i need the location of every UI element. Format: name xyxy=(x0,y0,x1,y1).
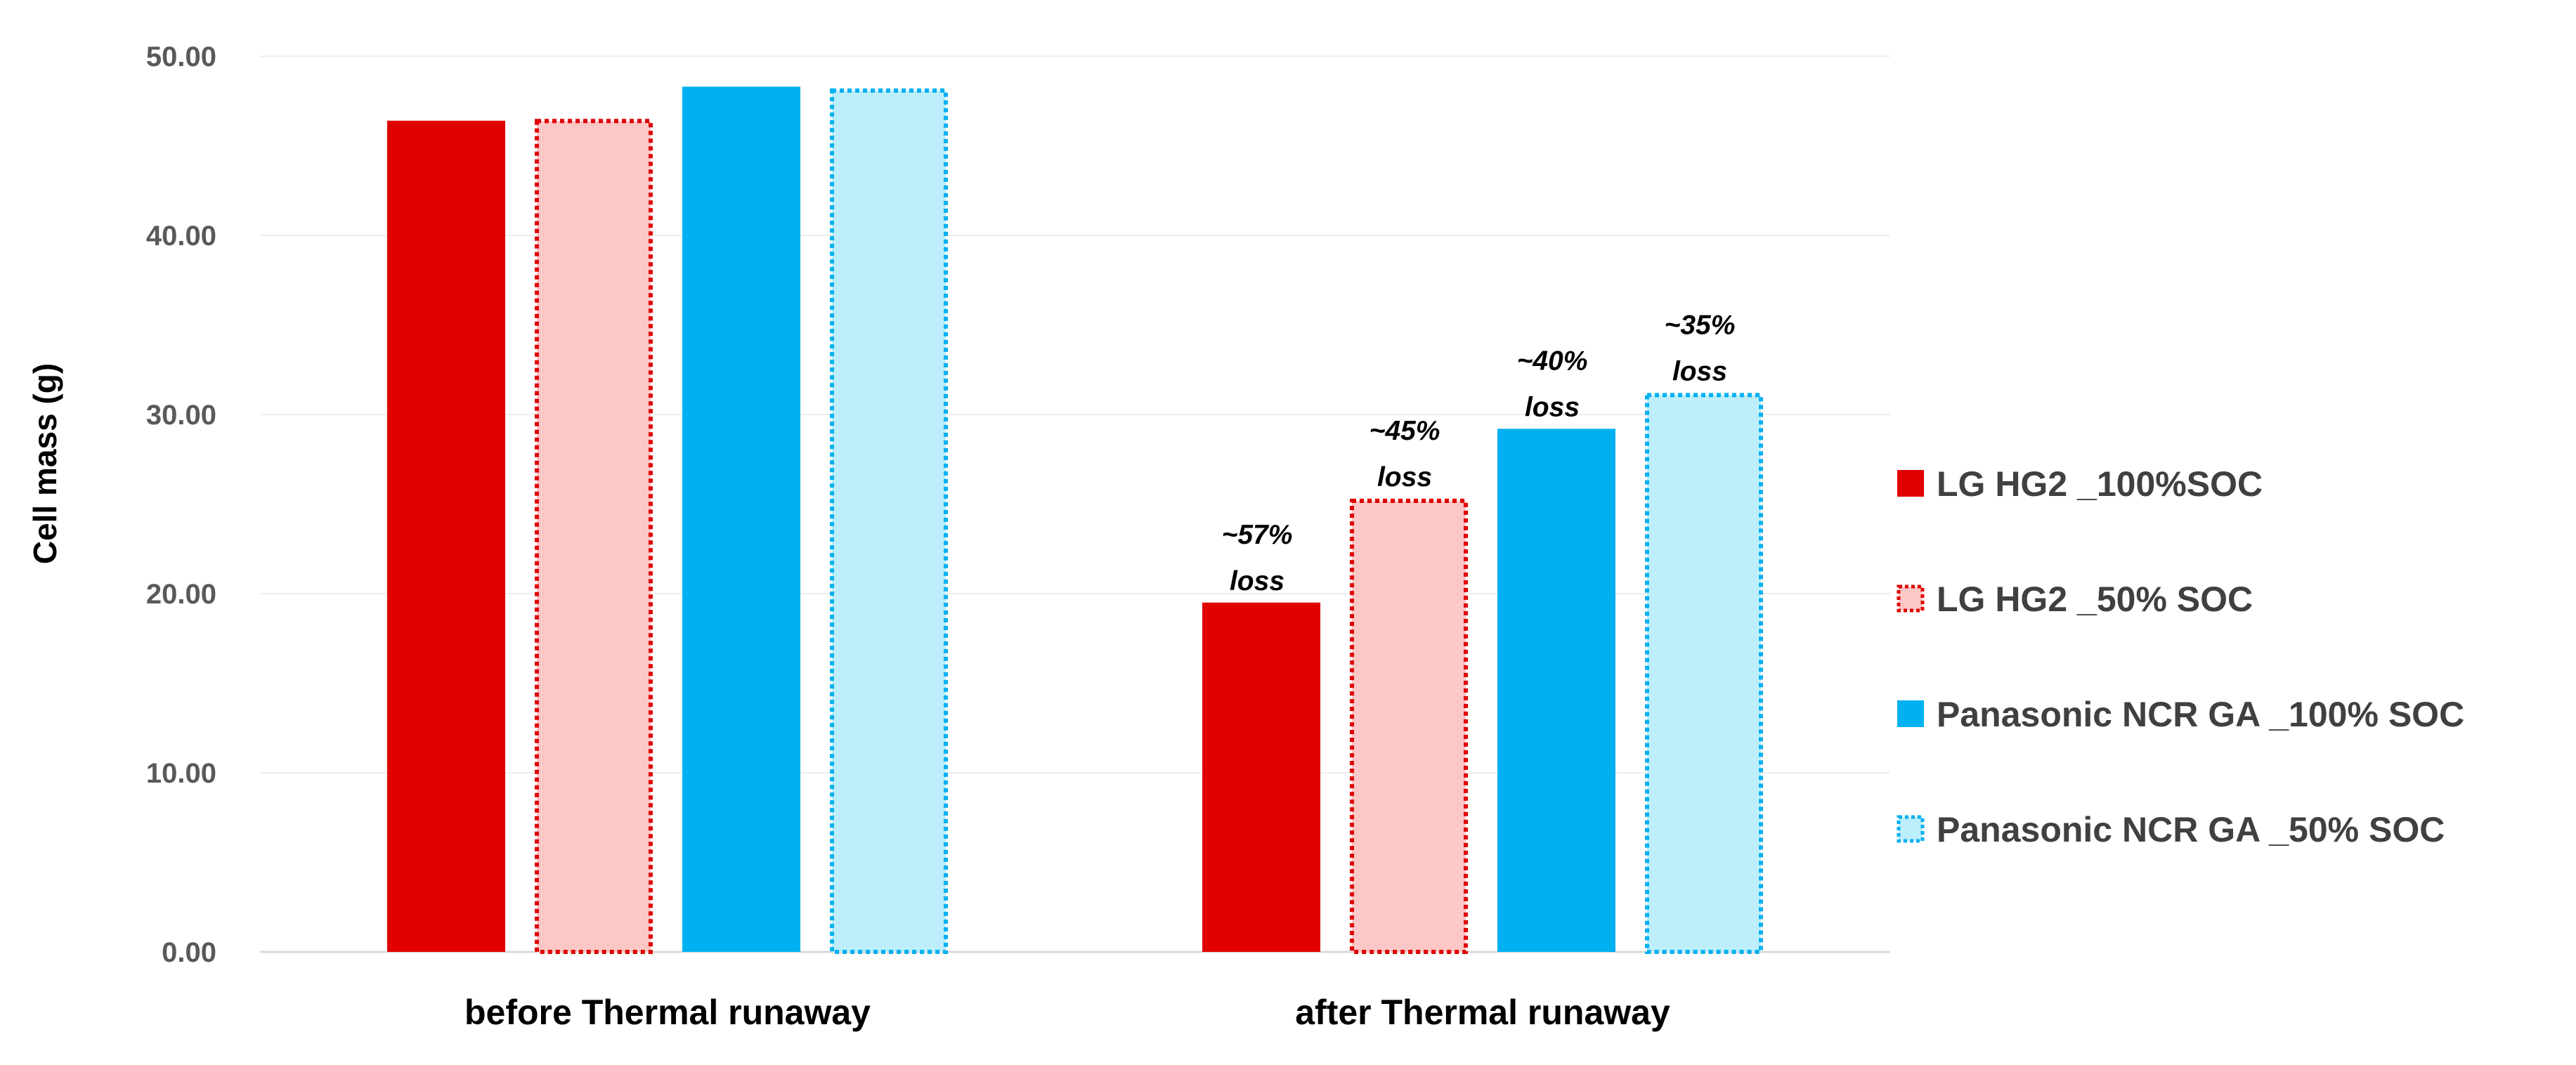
loss-annotation: ~40% xyxy=(1517,346,1588,376)
legend-swatch-2 xyxy=(1897,700,1924,727)
y-tick-label: 10.00 xyxy=(146,758,216,789)
x-axis: before Thermal runaway after Thermal runa… xyxy=(464,993,1670,1032)
loss-annotation: loss xyxy=(1377,462,1432,492)
legend-swatch-3 xyxy=(1897,815,1925,843)
bar-1-0 xyxy=(1202,602,1320,952)
y-tick-label: 0.00 xyxy=(162,937,216,968)
bars xyxy=(387,86,1763,954)
loss-annotation: ~35% xyxy=(1665,310,1736,340)
bar-0-3 xyxy=(830,88,948,954)
bar-0-2 xyxy=(682,86,800,953)
y-axis-label: Cell mass (g) xyxy=(27,363,63,564)
y-axis: 0.00 10.00 20.00 30.00 40.00 50.00 xyxy=(146,41,216,968)
y-tick-label: 50.00 xyxy=(146,41,216,72)
y-tick-label: 40.00 xyxy=(146,221,216,251)
y-tick-label: 30.00 xyxy=(146,400,216,431)
legend-swatch-1 xyxy=(1897,584,1925,613)
gridlines xyxy=(260,55,1890,953)
legend-swatch-0 xyxy=(1897,470,1924,497)
loss-annotation: loss xyxy=(1672,356,1727,386)
legend-label: LG HG2 _100%SOC xyxy=(1937,464,2263,504)
legend: LG HG2 _100%SOC LG HG2 _50% SOC Panasonic … xyxy=(1897,464,2464,849)
loss-annotation: loss xyxy=(1230,566,1284,596)
loss-annotation: ~57% xyxy=(1222,520,1293,550)
annotations: ~57% loss ~45% loss ~40% loss ~35% loss xyxy=(1222,310,1736,596)
x-category-label: before Thermal runaway xyxy=(464,993,871,1032)
x-category-label: after Thermal runaway xyxy=(1295,993,1670,1032)
bar-1-1 xyxy=(1350,498,1468,954)
legend-label: Panasonic NCR GA _100% SOC xyxy=(1937,695,2464,734)
y-tick-label: 20.00 xyxy=(146,579,216,610)
legend-label: Panasonic NCR GA _50% SOC xyxy=(1937,810,2445,849)
legend-label: LG HG2 _50% SOC xyxy=(1937,580,2253,619)
bar-1-3 xyxy=(1645,393,1763,954)
loss-annotation: ~45% xyxy=(1370,416,1440,446)
bar-1-2 xyxy=(1497,429,1615,952)
bar-0-0 xyxy=(387,120,505,952)
bar-0-1 xyxy=(535,119,653,954)
loss-annotation: loss xyxy=(1525,392,1580,422)
